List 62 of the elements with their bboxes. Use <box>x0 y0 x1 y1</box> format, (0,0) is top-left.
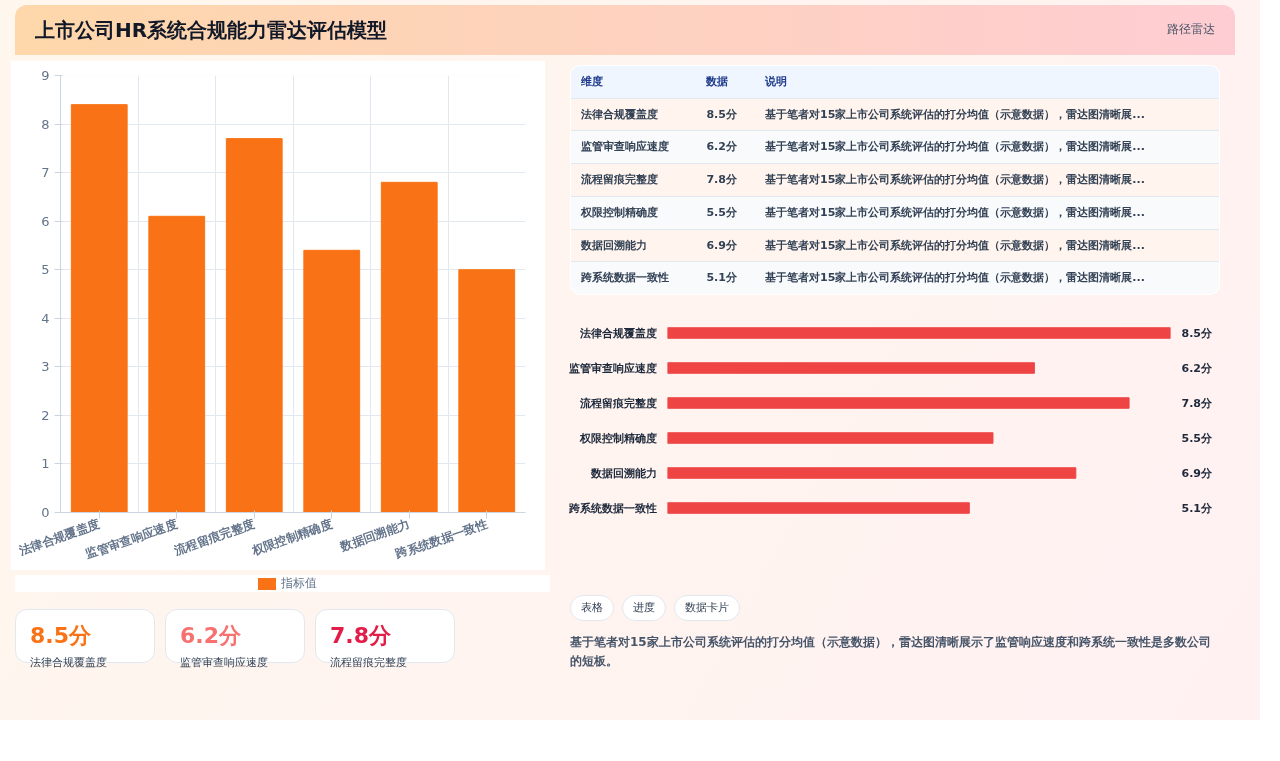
bar <box>458 269 516 513</box>
bar <box>380 181 438 513</box>
y-tick-label: 数据回溯能力 <box>589 466 657 480</box>
text: 8.5分 <box>30 623 91 648</box>
y-tick-label: 监管审查响应速度 <box>568 361 657 375</box>
y-tick-label: 权限控制精确度 <box>578 431 657 445</box>
bar <box>303 249 361 513</box>
y-tick-label: 法律合规覆盖度 <box>578 326 657 340</box>
text: 数据卡片 <box>674 595 740 621</box>
text: 5.5分 <box>706 205 737 219</box>
text: 路径雷达 <box>1167 21 1215 39</box>
text: 基于笔者对15家上市公司系统评估的打分均值（示意数据），雷达图清晰展... <box>764 237 1146 254</box>
text: 6.9分 <box>706 238 737 252</box>
legend-label: 指标值 <box>281 576 317 591</box>
text: 说明 <box>764 74 788 90</box>
bar <box>667 502 970 514</box>
text: 数据 <box>705 74 730 90</box>
data-label: 6.9分 <box>1181 466 1213 480</box>
category-label: 流程留痕完整度 <box>330 655 408 672</box>
bar <box>667 327 1171 339</box>
bar <box>225 138 283 513</box>
y-tick-label: 2 <box>41 407 50 423</box>
y-tick-label: 4 <box>41 310 50 326</box>
y-tick-label: 9 <box>41 68 50 83</box>
data-label: 5.5分 <box>1181 431 1213 445</box>
text: 基于笔者对15家上市公司系统评估的打分均值（示意数据），雷达图清晰展... <box>764 204 1146 221</box>
text: 进度 <box>622 595 666 621</box>
y-tick-label: 1 <box>41 456 50 472</box>
bar <box>70 104 128 513</box>
bar <box>667 467 1077 479</box>
category-label: 法律合规覆盖度 <box>30 655 108 672</box>
y-tick-label: 8 <box>41 116 50 132</box>
data-label: 8.5分 <box>1181 326 1213 340</box>
text: 基于笔者对15家上市公司系统评估的打分均值（示意数据），雷达图清晰展示了监管响应速度和跨系统一致性是多数公司的短板。 <box>570 633 1212 670</box>
bar <box>667 362 1035 374</box>
y-tick-label: 6 <box>41 213 50 229</box>
data-label: 5.1分 <box>1181 501 1213 515</box>
y-tick-label: 流程留痕完整度 <box>578 396 657 410</box>
text: 5.1分 <box>706 271 737 285</box>
bar <box>667 432 994 444</box>
category-label: 监管审查响应速度 <box>180 655 269 672</box>
text: 7.8分 <box>706 173 737 187</box>
text: 基于笔者对15家上市公司系统评估的打分均值（示意数据），雷达图清晰展... <box>764 172 1146 189</box>
bar <box>148 215 206 513</box>
text: 基于笔者对15家上市公司系统评估的打分均值（示意数据），雷达图清晰展... <box>764 270 1146 287</box>
text: 维度 <box>580 74 604 90</box>
text: 8.5分 <box>706 107 737 121</box>
y-tick-label: 跨系统数据一致性 <box>567 501 657 515</box>
bar <box>667 397 1130 409</box>
chart-title: 上市公司HR系统合规能力雷达评估模型 <box>35 16 388 44</box>
data-label: 7.8分 <box>1181 396 1213 410</box>
text: 7.8分 <box>330 623 391 648</box>
y-tick-label: 5 <box>41 262 50 278</box>
y-tick-label: 3 <box>41 359 50 375</box>
text: 基于笔者对15家上市公司系统评估的打分均值（示意数据），雷达图清晰展... <box>764 106 1146 123</box>
y-tick-label: 7 <box>41 165 50 181</box>
text: 6.2分 <box>706 140 737 154</box>
y-tick-label: 0 <box>41 505 50 520</box>
data-label: 6.2分 <box>1181 361 1213 375</box>
text: 表格 <box>570 595 614 621</box>
text: 6.2分 <box>180 623 241 648</box>
text: 基于笔者对15家上市公司系统评估的打分均值（示意数据），雷达图清晰展... <box>764 139 1146 156</box>
